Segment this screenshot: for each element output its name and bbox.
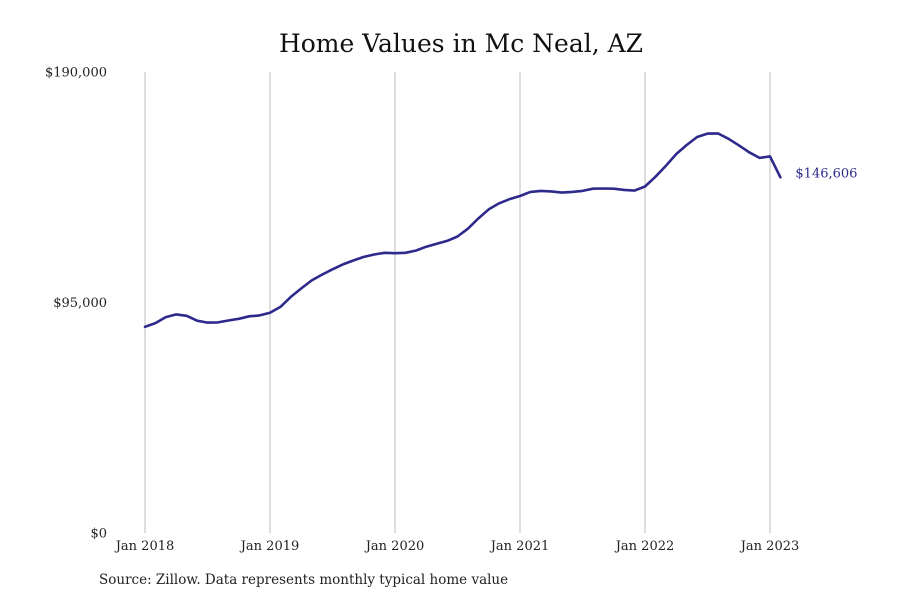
y-tick-label: $0 bbox=[90, 527, 107, 542]
x-tick-label: Jan 2022 bbox=[614, 539, 675, 554]
x-tick-label: Jan 2019 bbox=[239, 539, 300, 554]
x-tick-label: Jan 2020 bbox=[364, 539, 425, 554]
series-layer: $146,606 bbox=[143, 132, 857, 329]
x-tick-label: Jan 2023 bbox=[739, 539, 800, 554]
source-note: Source: Zillow. Data represents monthly … bbox=[99, 572, 509, 588]
y-tick-label: $95,000 bbox=[53, 296, 107, 311]
grid-lines bbox=[144, 72, 771, 533]
y-tick-label: $190,000 bbox=[45, 66, 107, 81]
series-line-home-value bbox=[143, 132, 782, 329]
x-axis-ticks: Jan 2018 Jan 2019 Jan 2020 Jan 2021 Jan 2022… bbox=[114, 539, 800, 554]
chart-title: Home Values in Mc Neal, AZ bbox=[279, 29, 643, 58]
y-axis-ticks: $0 $95,000 $190,000 bbox=[45, 66, 107, 542]
end-value-label: $146,606 bbox=[795, 166, 857, 181]
x-tick-label: Jan 2018 bbox=[114, 539, 175, 554]
x-tick-label: Jan 2021 bbox=[489, 539, 550, 554]
